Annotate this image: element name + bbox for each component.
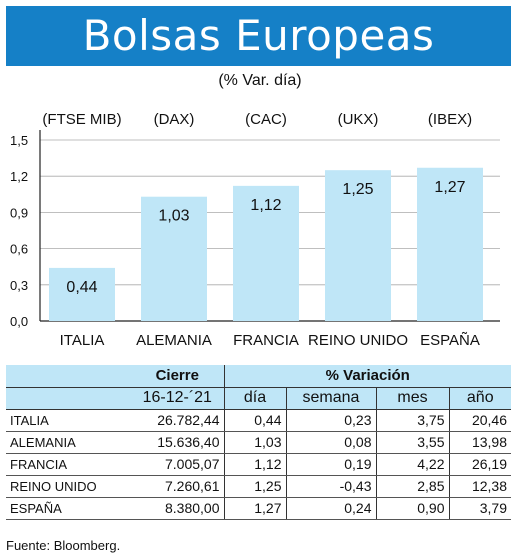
row-year: 12,38 [448,475,511,498]
category-label: ITALIA [60,332,105,349]
row-name: ALEMANIA [6,431,131,454]
y-tick-label: 0,3 [10,278,28,293]
bar [49,267,115,321]
row-year: 3,79 [448,497,511,520]
row-week: 0,24 [285,497,376,520]
row-close: 15.636,40 [131,431,224,454]
bar-value-label: 1,03 [158,208,189,225]
row-year: 26,19 [448,453,511,476]
row-month: 2,85 [375,475,449,498]
bar [141,196,207,321]
bar-value-label: 1,12 [250,197,281,214]
row-year: 20,46 [448,409,511,432]
row-close: 7.260,61 [131,475,224,498]
row-name: FRANCIA [6,453,131,476]
category-label: FRANCIA [233,332,299,349]
row-year: 13,98 [448,431,511,454]
row-month: 0,90 [375,497,449,520]
table-row: REINO UNIDO 7.260,61 1,25 -0,43 2,85 12,… [6,475,511,498]
category-label: ALEMANIA [136,332,212,349]
row-day: 1,25 [223,475,286,498]
source-note: Fuente: Bloomberg. [6,538,121,553]
y-tick-label: 1,2 [10,169,28,184]
close-group-header: Cierre [131,365,224,388]
row-day: 1,03 [223,431,286,454]
row-week: 0,19 [285,453,376,476]
bar-chart: 0,0 0,3 0,6 0,9 1,2 1,5 0,44 ITALIA (FTSE MIB) 1,… [10,111,500,349]
table-row: FRANCIA 7.005,07 1,12 0,19 4,22 26,19 [6,453,511,476]
table-row: ALEMANIA 15.636,40 1,03 0,08 3,55 13,98 [6,431,511,454]
week-column-header: semana [285,387,376,410]
index-label: (UKX) [338,111,379,128]
row-month: 3,55 [375,431,449,454]
table-row: ESPAÑA 8.380,00 1,27 0,24 0,90 3,79 [6,497,511,520]
row-day: 1,27 [223,497,286,520]
bar [417,167,483,321]
row-week: 0,23 [285,409,376,432]
day-column-header: día [223,387,286,410]
row-month: 3,75 [375,409,449,432]
index-label: (FTSE MIB) [42,111,121,128]
index-label: (IBEX) [428,111,472,128]
row-day: 1,12 [223,453,286,476]
bar [233,185,299,321]
row-close: 26.782,44 [131,409,224,432]
month-column-header: mes [375,387,449,410]
date-column-header: 16-12-´21 [131,387,224,410]
row-close: 8.380,00 [131,497,224,520]
bar-value-label: 1,25 [342,181,373,198]
y-tick-label: 0,6 [10,242,28,257]
y-tick-label: 1,5 [10,133,28,148]
bar-value-label: 0,44 [66,279,97,296]
row-name: ESPAÑA [6,497,131,520]
page-title: Bolsas Europeas [82,11,435,60]
index-label: (CAC) [245,111,287,128]
y-tick-label: 0,9 [10,205,28,220]
markets-table: Cierre % Variación 16-12-´21 día semana … [6,365,511,520]
row-day: 0,44 [223,409,286,432]
variation-group-header: % Variación [223,365,511,388]
y-tick-label: 0,0 [10,314,28,329]
row-week: -0,43 [285,475,376,498]
row-name: ITALIA [6,409,131,432]
row-close: 7.005,07 [131,453,224,476]
row-week: 0,08 [285,431,376,454]
index-label: (DAX) [154,111,195,128]
bar [325,170,391,321]
row-month: 4,22 [375,453,449,476]
year-column-header: año [448,387,511,410]
table-row: ITALIA 26.782,44 0,44 0,23 3,75 20,46 [6,409,511,432]
title-banner: Bolsas Europeas [6,6,511,66]
category-label: REINO UNIDO [308,332,408,349]
chart-subtitle: (% Var. día) [218,72,302,89]
bar-value-label: 1,27 [434,179,465,196]
category-label: ESPAÑA [420,332,480,349]
row-name: REINO UNIDO [6,475,131,498]
